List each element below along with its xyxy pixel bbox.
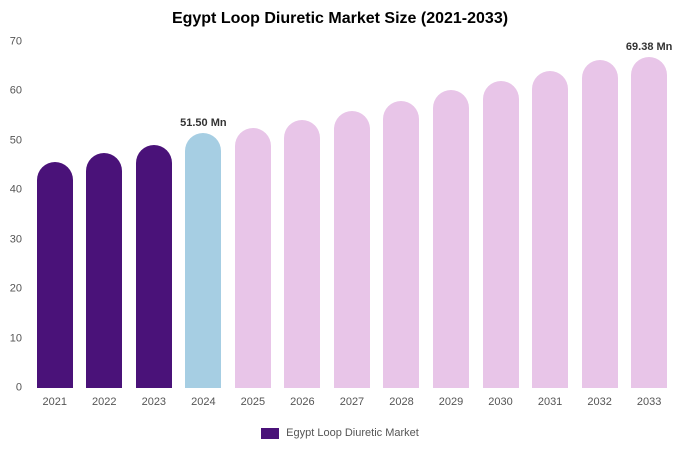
legend-swatch: [261, 427, 280, 439]
x-tick-label: 2033: [636, 396, 662, 408]
x-tick-label: 2027: [339, 396, 365, 408]
y-tick-label: 0: [15, 381, 22, 394]
bar-slot: [525, 42, 575, 388]
x-tick-label: 2025: [240, 396, 266, 408]
bar-slot: [575, 42, 625, 388]
chart-title: Egypt Loop Diuretic Market Size (2021-20…: [171, 10, 509, 27]
bar-slot: [129, 42, 179, 388]
bar-2030[interactable]: [482, 81, 519, 388]
bar-slot: [278, 42, 328, 388]
x-tick-label: 2029: [438, 396, 464, 408]
y-tick-label: 60: [9, 84, 22, 97]
bar-slot: [327, 42, 377, 388]
bar-slot: 51.50 Mn: [179, 42, 229, 388]
plot-area: 51.50 Mn 69.38 Mn: [30, 42, 674, 388]
bar-2021[interactable]: [36, 161, 73, 388]
y-tick-label: 30: [9, 233, 22, 246]
x-tick-label: 2024: [191, 396, 216, 408]
bar-2022[interactable]: [86, 153, 123, 388]
x-tick-label: 2031: [537, 396, 563, 408]
x-tick-label: 2023: [141, 396, 167, 408]
bar-slot: [80, 42, 130, 388]
y-tick-label: 40: [9, 183, 22, 196]
x-tick-label: 2022: [92, 396, 117, 408]
bar-2027[interactable]: [333, 110, 370, 388]
legend: Egypt Loop Diuretic Market: [0, 427, 680, 439]
bar-2024[interactable]: [185, 133, 222, 388]
bar-slot: [377, 42, 427, 388]
bar-2033[interactable]: [631, 57, 668, 388]
bar-slot: 69.38 Mn: [624, 42, 674, 388]
bar-2028[interactable]: [383, 101, 420, 388]
bar-slot: [30, 42, 80, 388]
x-tick-label: 2026: [290, 396, 315, 408]
x-tick-label: 2028: [389, 396, 414, 408]
bar-slot: [228, 42, 278, 388]
x-tick-label: 2021: [42, 396, 67, 408]
bar-2025[interactable]: [234, 127, 271, 388]
y-tick-label: 50: [9, 134, 22, 147]
y-tick-label: 20: [9, 282, 22, 295]
y-tick-label: 10: [9, 332, 22, 345]
x-axis: 2021 2022 2023 2024 2025 2026 2027 2028 2029 2030…: [30, 396, 674, 408]
bar-slot: [476, 42, 526, 388]
legend-label: Egypt Loop Diuretic Market: [286, 427, 419, 439]
x-tick-label: 2032: [587, 396, 612, 408]
y-axis: 0 10 20 30 40 50 60 70: [0, 36, 26, 393]
bar-2023[interactable]: [135, 144, 172, 388]
bar-2029[interactable]: [433, 90, 470, 388]
bar-value-label: 69.38 Mn: [625, 41, 673, 53]
y-tick-label: 70: [9, 35, 22, 48]
bar-slot: [426, 42, 476, 388]
bar-2032[interactable]: [581, 59, 618, 388]
bar-2026[interactable]: [284, 119, 321, 388]
bar-2031[interactable]: [532, 70, 569, 388]
x-tick-label: 2030: [488, 396, 513, 408]
bar-value-label: 51.50 Mn: [180, 117, 227, 130]
